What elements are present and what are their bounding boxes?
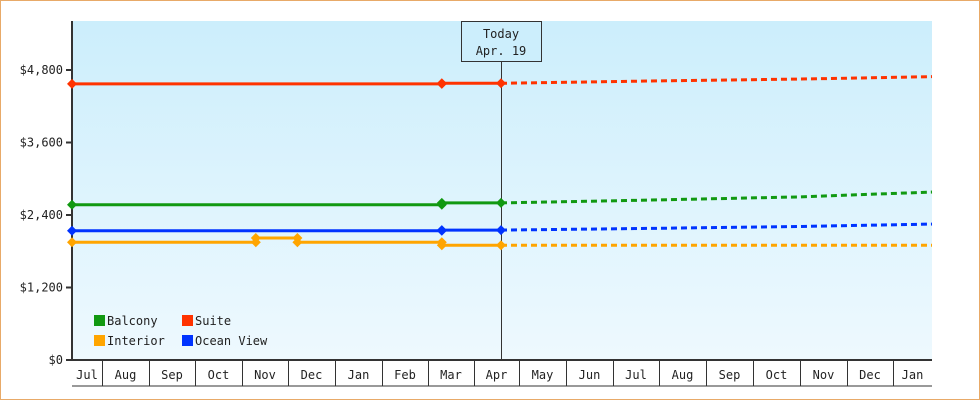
data-point-marker bbox=[67, 237, 77, 248]
legend-item-ocean-view: Ocean View bbox=[182, 334, 268, 348]
series-ocean-view bbox=[67, 222, 933, 236]
data-point-marker bbox=[496, 240, 506, 251]
data-point-marker bbox=[250, 232, 261, 243]
legend-label: Ocean View bbox=[195, 334, 268, 348]
x-tick-label: May bbox=[532, 368, 554, 382]
today-label-box bbox=[461, 21, 542, 62]
x-tick-label: Nov bbox=[254, 368, 276, 382]
data-point-marker bbox=[436, 240, 447, 251]
series-suite bbox=[67, 75, 933, 89]
x-tick-label: Oct bbox=[766, 368, 788, 382]
x-tick-label: Jun bbox=[579, 368, 601, 382]
data-point-marker bbox=[67, 199, 77, 210]
x-tick-label: Apr bbox=[486, 368, 508, 382]
today-label: Today bbox=[483, 27, 519, 41]
data-point-marker bbox=[436, 78, 447, 89]
x-tick-label: Nov bbox=[813, 368, 835, 382]
data-point-marker bbox=[496, 225, 506, 236]
x-tick-label: Feb bbox=[394, 368, 416, 382]
series-balcony bbox=[67, 190, 933, 210]
series-interior bbox=[67, 232, 932, 251]
x-tick-label: Dec bbox=[301, 368, 323, 382]
legend: Balcony Suite Interior Ocean View bbox=[94, 314, 268, 348]
x-tick-label: Oct bbox=[208, 368, 230, 382]
y-axis: $0 $1,200 $2,400 $3,600 $4,800 bbox=[20, 21, 73, 367]
data-point-marker bbox=[67, 225, 77, 236]
legend-swatch bbox=[182, 315, 193, 326]
legend-swatch bbox=[182, 335, 193, 346]
x-axis: Jul Aug Sep Oct Nov Dec Jan Feb Mar Apr May Jun Jul A… bbox=[71, 359, 932, 387]
x-tick-label: Jan bbox=[348, 368, 370, 382]
x-tick-label: Aug bbox=[115, 368, 137, 382]
y-tick-label: $1,200 bbox=[20, 281, 63, 295]
data-point-marker bbox=[496, 78, 506, 89]
legend-label: Suite bbox=[195, 314, 231, 328]
legend-item-interior: Interior bbox=[94, 334, 165, 348]
x-tick-label: Sep bbox=[719, 368, 741, 382]
x-tick-label: Aug bbox=[672, 368, 694, 382]
x-tick-label: Jul bbox=[76, 368, 98, 382]
data-point-marker bbox=[496, 197, 506, 208]
data-point-marker bbox=[67, 78, 77, 89]
y-tick-label: $4,800 bbox=[20, 63, 63, 77]
data-point-marker bbox=[436, 225, 447, 236]
data-point-marker bbox=[436, 197, 447, 208]
data-point-marker bbox=[292, 237, 303, 248]
legend-item-suite: Suite bbox=[182, 314, 231, 328]
x-tick-label: Mar bbox=[440, 368, 462, 382]
x-tick-label: Dec bbox=[859, 368, 881, 382]
legend-item-balcony: Balcony bbox=[94, 314, 158, 328]
today-date: Apr. 19 bbox=[476, 44, 527, 58]
x-tick-label: Jan bbox=[902, 368, 924, 382]
legend-label: Interior bbox=[107, 334, 165, 348]
y-tick-label: $2,400 bbox=[20, 208, 63, 222]
legend-swatch bbox=[94, 335, 105, 346]
today-marker: Today Apr. 19 bbox=[461, 21, 542, 360]
x-tick-label: Jul bbox=[625, 368, 647, 382]
legend-label: Balcony bbox=[107, 314, 158, 328]
y-tick-label: $3,600 bbox=[20, 136, 63, 150]
legend-swatch bbox=[94, 315, 105, 326]
x-tick-label: Sep bbox=[161, 368, 183, 382]
y-tick-label: $0 bbox=[49, 353, 63, 367]
series-lines bbox=[67, 75, 933, 251]
